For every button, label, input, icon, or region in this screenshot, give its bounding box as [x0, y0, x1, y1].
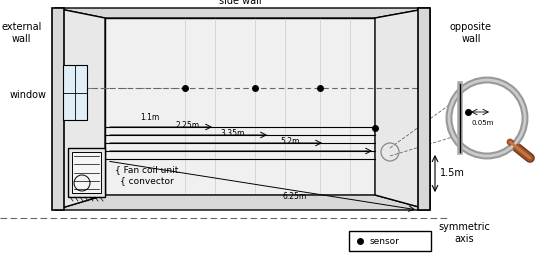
Polygon shape — [375, 8, 430, 210]
Text: { Fan coil unit
{ convector: { Fan coil unit { convector — [115, 165, 178, 185]
Text: window: window — [10, 90, 47, 100]
Polygon shape — [52, 8, 64, 210]
Polygon shape — [63, 65, 87, 120]
Text: symmetric
axis: symmetric axis — [438, 222, 490, 244]
Polygon shape — [55, 8, 105, 210]
Polygon shape — [105, 18, 375, 195]
Text: 2.25m: 2.25m — [175, 121, 199, 130]
Text: sensor: sensor — [370, 236, 400, 245]
Text: 3.35m: 3.35m — [220, 129, 245, 138]
Text: 6.25m: 6.25m — [283, 192, 307, 201]
Text: opposite
wall: opposite wall — [450, 22, 492, 44]
Text: 0.05m: 0.05m — [472, 120, 495, 126]
Text: 5.2m: 5.2m — [280, 137, 299, 146]
Text: external
wall: external wall — [2, 22, 42, 44]
Text: 1.1m: 1.1m — [140, 113, 159, 122]
Circle shape — [449, 80, 525, 156]
Polygon shape — [68, 148, 105, 197]
Text: side wall: side wall — [219, 0, 261, 6]
Polygon shape — [72, 152, 101, 193]
FancyBboxPatch shape — [349, 231, 431, 251]
Text: 1.5m: 1.5m — [440, 168, 465, 178]
Polygon shape — [55, 8, 430, 18]
Polygon shape — [55, 195, 430, 210]
Polygon shape — [418, 8, 430, 210]
